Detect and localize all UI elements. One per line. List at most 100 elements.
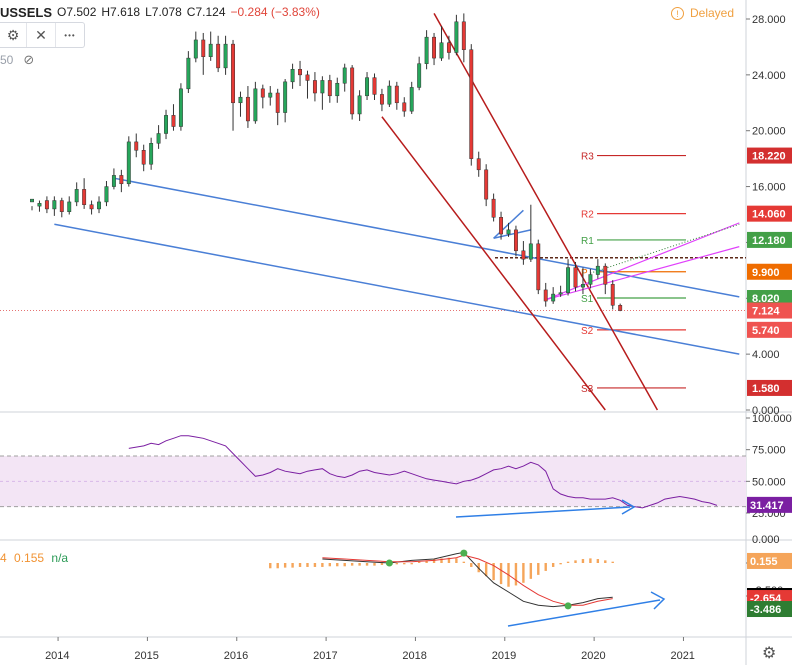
candle-body [357,95,362,115]
price-label-text: 5.740 [752,325,780,337]
macd-histogram-bar [551,563,555,567]
candle-body [618,305,623,311]
candle-body [446,42,451,53]
macd-histogram-bar [395,563,399,565]
candle-body [327,80,332,97]
candle-body [439,42,444,59]
candle-body [610,284,615,306]
candle-body [461,21,466,50]
pivot-label: S2 [581,326,594,337]
candle-body [134,141,139,151]
price-label-box [747,290,792,307]
macd-histogram-bar [336,563,339,567]
candle-body [402,102,407,112]
macd-histogram-bar [343,563,346,567]
settings-button[interactable]: ⚙ [0,23,26,47]
trendline-rising [545,246,740,301]
candle-body [275,92,280,113]
macd-histogram-bar [484,563,488,577]
eye-hidden-icon[interactable]: ⊘ [23,52,35,67]
trendline-rising [545,222,740,301]
macd-value: 0.155 [14,551,45,565]
candle-body [216,43,221,69]
candle-body [104,186,109,203]
candle-body [178,88,183,127]
macd-histogram-bar [365,563,369,566]
candle-body [484,169,489,200]
candle-body [521,250,526,260]
macd-histogram-bar [432,559,436,563]
price-tick-label: 4.000 [752,349,780,361]
candle-body [119,175,124,185]
trendline-short [493,229,532,239]
macd-histogram-bar [306,563,309,567]
candle-body [268,92,273,98]
candle-body [372,77,377,95]
macd-histogram-bar [566,561,570,563]
time-tick-label: 2021 [670,650,694,662]
rsi-tick-label: 75.000 [752,445,786,457]
candle-body [491,198,496,218]
candle-body [208,43,213,57]
remove-button[interactable]: ✕ [26,23,55,47]
candle-body [126,141,131,185]
candle-body [44,200,49,210]
macd-value-label: -3.486 [750,604,781,616]
projection-line [590,223,740,274]
price-tick-label: 16.000 [752,182,786,194]
more-button[interactable]: ••• [55,23,84,47]
candle-body [469,49,474,159]
macd-histogram-bar [596,559,600,563]
candle-body [595,265,600,275]
price-label-box [747,321,792,338]
macd-histogram-bar [298,563,302,567]
macd-histogram-bar [514,563,518,586]
candle-body [30,198,34,203]
candle-body [223,43,228,69]
close-icon: ✕ [35,26,47,43]
price-label-text: 1.580 [752,383,780,395]
candle-body [201,39,206,57]
macd-trend-arrow [507,599,661,627]
clock-icon: ! [671,6,684,20]
candle-body [566,267,571,293]
candle-body [89,204,94,210]
change-value: −0.284 (−3.83%) [230,5,320,19]
time-tick-label: 2014 [45,650,69,662]
pivot-label: R2 [581,210,594,221]
candle-body [513,229,518,252]
macd-value-box [747,601,792,618]
price-label-text: 7.124 [752,306,780,318]
candle-body [350,67,355,115]
high-value: H7.618 [101,5,141,19]
macd-header: 4 0.155 n/a [0,551,68,565]
candle-body [558,292,563,295]
macd-histogram-bar [537,563,540,575]
candle-body [149,143,154,165]
price-label-text: 18.220 [752,151,786,163]
delayed-badge[interactable]: ! Delayed [671,4,734,22]
macd-histogram-bar [269,563,272,569]
candle-body [82,189,87,205]
trendline-channel [381,116,606,411]
time-tick-label: 2017 [313,650,337,662]
price-label-text: 12.180 [752,235,786,247]
price-tick-label: 24.000 [752,70,786,82]
pivot-label: P [581,268,588,279]
candle-body [305,74,310,81]
macd-cross-dot [460,549,468,557]
macd-histogram-bar [574,560,577,563]
rsi-value-box [747,496,792,513]
candle-body [260,88,265,98]
macd-histogram-bar [380,563,384,565]
pivot-label: S3 [581,384,594,395]
macd-histogram-bar [581,559,585,563]
macd-histogram-bar [350,563,354,566]
macd-cross-dot [564,602,572,610]
candle-body [528,243,533,260]
macd-histogram-bar [321,563,324,567]
candle-body [164,115,168,134]
chart-settings-icon[interactable]: ⚙ [762,645,777,662]
macd-histogram-bar [611,561,614,563]
